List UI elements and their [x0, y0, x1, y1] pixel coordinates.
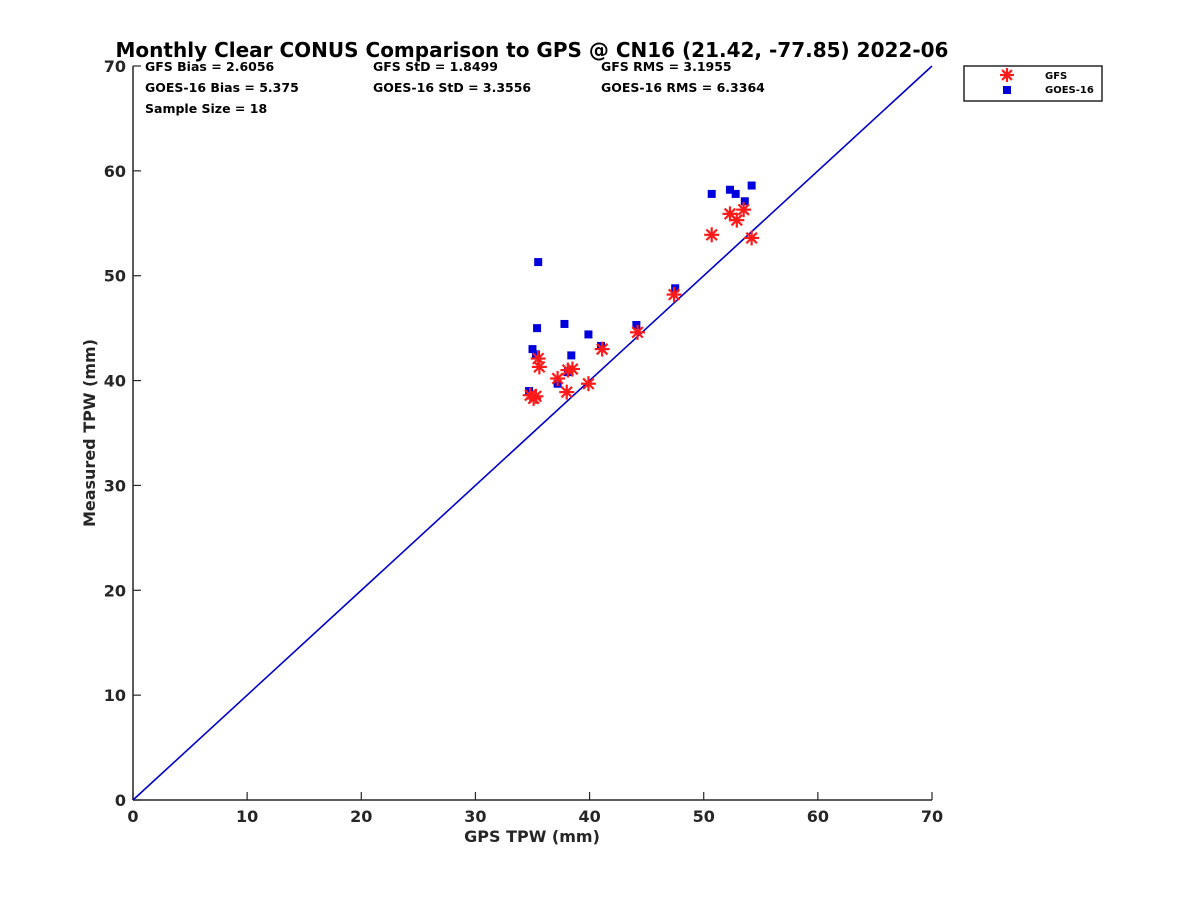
- goes16-point: [740, 197, 749, 206]
- y-ticks: 0 10 20 30 40 50 60 70: [104, 57, 141, 810]
- y-tick-label: 0: [115, 791, 126, 810]
- x-tick-label: 70: [921, 807, 943, 826]
- goes16-point: [725, 185, 734, 194]
- series-goes16-points: [525, 181, 756, 396]
- gfs-point: [666, 287, 682, 303]
- x-tick-label: 40: [578, 807, 600, 826]
- stat-goes-rms: GOES-16 RMS = 6.3364: [601, 80, 765, 95]
- stat-sample-size: Sample Size = 18: [145, 101, 267, 116]
- gfs-point: [550, 370, 566, 386]
- stat-goes-std: GOES-16 StD = 3.3556: [373, 80, 531, 95]
- goes16-point: [632, 320, 641, 329]
- x-ticks: 0 10 20 30 40 50 60 70: [127, 792, 943, 826]
- gfs-point: [729, 212, 745, 228]
- goes16-point: [531, 350, 540, 359]
- chart-title: Monthly Clear CONUS Comparison to GPS @ …: [116, 38, 949, 62]
- goes16-point: [584, 330, 593, 339]
- gfs-point: [580, 376, 596, 392]
- gfs-legend-glyph: [1000, 68, 1014, 82]
- stat-gfs-std: GFS StD = 1.8499: [373, 59, 498, 74]
- goes16-point: [707, 189, 716, 198]
- gfs-point: [744, 230, 760, 246]
- gfs-point: [528, 388, 544, 404]
- legend-gfs-marker: [1000, 68, 1014, 82]
- gfs-point: [559, 384, 575, 400]
- x-tick-label: 10: [236, 807, 258, 826]
- goes16-point: [747, 181, 756, 190]
- x-tick-label: 50: [693, 807, 715, 826]
- goes16-point: [534, 258, 543, 267]
- legend-goes16-label: GOES-16: [1045, 85, 1094, 96]
- plot-area: 0 10 20 30 40 50 60 70 0 10 20 30 40 50 60 70: [104, 57, 943, 826]
- goes16-point: [533, 324, 542, 333]
- gfs-point: [594, 341, 610, 357]
- x-tick-label: 20: [350, 807, 372, 826]
- y-tick-label: 50: [104, 267, 126, 286]
- x-tick-label: 30: [464, 807, 486, 826]
- y-axis-label: Measured TPW (mm): [80, 339, 99, 527]
- goes16-point: [671, 284, 680, 293]
- statistics-block: GFS Bias = 2.6056 GFS StD = 1.8499 GFS R…: [145, 59, 765, 116]
- gfs-point: [564, 361, 580, 377]
- stat-gfs-bias: GFS Bias = 2.6056: [145, 59, 275, 74]
- gfs-point: [736, 202, 752, 218]
- y-tick-label: 60: [104, 162, 126, 181]
- goes16-point: [731, 189, 740, 198]
- series-gfs-points: [522, 202, 760, 406]
- goes16-point: [596, 341, 605, 350]
- goes16-point: [567, 351, 576, 360]
- x-tick-label: 60: [807, 807, 829, 826]
- legend: GFS GOES-16: [963, 65, 1103, 102]
- legend-gfs-label: GFS: [1045, 71, 1067, 82]
- x-axis-label: GPS TPW (mm): [464, 827, 600, 846]
- goes16-point: [528, 345, 537, 354]
- legend-box: [963, 65, 1103, 102]
- goes16-point: [560, 319, 569, 328]
- gfs-point: [704, 227, 720, 243]
- legend-goes16-marker: [1003, 86, 1011, 94]
- y-tick-label: 40: [104, 372, 126, 391]
- one-to-one-reference-line: [132, 65, 933, 801]
- gfs-point: [531, 359, 547, 375]
- y-tick-label: 70: [104, 57, 126, 76]
- y-tick-label: 20: [104, 581, 126, 600]
- gfs-point: [630, 324, 646, 340]
- goes16-point: [525, 387, 534, 396]
- stat-goes-bias: GOES-16 Bias = 5.375: [145, 80, 299, 95]
- stat-gfs-rms: GFS RMS = 3.1955: [601, 59, 732, 74]
- y-tick-label: 30: [104, 476, 126, 495]
- x-tick-label: 0: [127, 807, 138, 826]
- y-tick-label: 10: [104, 686, 126, 705]
